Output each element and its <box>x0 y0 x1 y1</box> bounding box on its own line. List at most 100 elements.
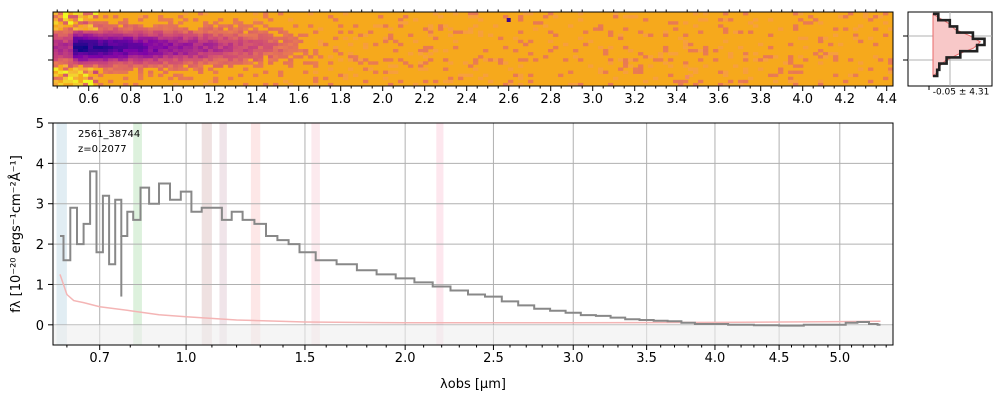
heatmap-pixel <box>163 42 169 47</box>
heatmap-pixel <box>638 67 644 71</box>
heatmap-pixel <box>233 18 239 22</box>
heatmap-pixel <box>328 82 334 87</box>
heatmap-pixel <box>348 30 354 34</box>
heatmap-pixel <box>468 15 474 19</box>
heatmap-pixel <box>343 36 349 41</box>
heatmap-pixel <box>498 58 504 62</box>
heatmap-pixel <box>323 76 329 81</box>
heatmap-pixel <box>168 42 174 47</box>
heatmap-pixel <box>553 33 559 37</box>
heatmap-pixel <box>533 58 539 62</box>
heatmap-pixel <box>158 52 164 56</box>
heatmap-pixel <box>503 45 509 50</box>
heatmap-pixel <box>693 24 699 28</box>
heatmap-pixel <box>98 21 104 25</box>
heatmap-pixel <box>293 39 299 44</box>
heatmap-pixel <box>358 58 364 62</box>
heatmap-pixel <box>448 33 454 37</box>
heatmap-pixel <box>758 42 764 47</box>
heatmap-pixel <box>78 49 84 53</box>
heatmap-pixel <box>133 61 139 65</box>
heatmap-pixel <box>148 73 154 78</box>
heatmap-pixel <box>878 15 884 19</box>
heatmap-pixel <box>663 33 669 37</box>
spectrum-1d-frame <box>52 122 894 346</box>
y-tick-label: 4 <box>36 157 44 172</box>
heatmap-pixel <box>133 24 139 28</box>
heatmap-pixel <box>263 36 269 41</box>
heatmap-pixel <box>93 64 99 68</box>
heatmap-pixel <box>108 24 114 28</box>
heatmap-pixel <box>58 70 64 74</box>
heatmap-pixel <box>138 67 144 71</box>
heatmap-pixel <box>108 30 114 34</box>
heatmap-pixel <box>268 55 274 59</box>
heatmap-pixel <box>238 42 244 47</box>
heatmap-pixel <box>613 76 619 81</box>
heatmap-pixel <box>98 55 104 59</box>
heatmap-pixel <box>518 18 524 22</box>
heatmap-pixel <box>138 73 144 78</box>
heatmap-pixel <box>213 79 219 84</box>
heatmap-pixel <box>788 76 794 81</box>
heatmap-pixel <box>678 82 684 87</box>
heatmap-pixel <box>213 52 219 56</box>
heatmap-pixel <box>698 58 704 62</box>
heatmap-pixel <box>283 33 289 37</box>
heatmap-pixel <box>278 27 284 31</box>
heatmap-pixel <box>233 58 239 62</box>
heatmap-pixel <box>193 64 199 68</box>
heatmap-pixel <box>668 73 674 78</box>
heatmap-pixel <box>443 67 449 71</box>
heatmap-pixel <box>133 45 139 50</box>
heatmap-pixel <box>793 82 799 87</box>
heatmap-pixel <box>258 21 264 25</box>
heatmap-pixel <box>228 39 234 44</box>
heatmap-pixel <box>268 42 274 47</box>
heatmap-pixel <box>153 61 159 65</box>
heatmap-pixel <box>283 42 289 47</box>
heatmap-pixel <box>183 61 189 65</box>
heatmap-pixel <box>203 42 209 47</box>
heatmap-pixel <box>123 61 129 65</box>
x-tick-label: 1.2 <box>204 92 225 107</box>
heatmap-pixel <box>793 79 799 84</box>
heatmap-pixel <box>133 55 139 59</box>
heatmap-pixel <box>203 30 209 34</box>
heatmap-pixel <box>453 30 459 34</box>
heatmap-pixel <box>68 27 74 31</box>
heatmap-pixel <box>78 27 84 31</box>
heatmap-pixel <box>628 15 634 19</box>
heatmap-pixel <box>248 33 254 37</box>
heatmap-pixel <box>238 27 244 31</box>
heatmap-pixel <box>208 55 214 59</box>
heatmap-pixel <box>733 30 739 34</box>
heatmap-pixel <box>148 61 154 65</box>
heatmap-pixel <box>183 36 189 41</box>
profile-annotation: -0.05 ± 4.31 <box>933 88 990 98</box>
heatmap-pixel <box>583 42 589 47</box>
heatmap-pixel <box>613 12 619 16</box>
heatmap-pixel <box>143 49 149 53</box>
spectrum-2d-panel: 0.6 0.8 1.0 1.2 1.4 1.6 1.8 2.0 2.2 2.4 2.6 2.8 3.0 3… <box>48 9 897 107</box>
heatmap-pixel <box>258 39 264 44</box>
heatmap-pixel <box>888 70 894 74</box>
heatmap-pixel <box>78 18 84 22</box>
heatmap-pixel <box>88 30 94 34</box>
line-region-band <box>436 123 444 345</box>
heatmap-pixel <box>158 24 164 28</box>
heatmap-pixel <box>83 49 89 53</box>
heatmap-pixel <box>133 58 139 62</box>
heatmap-pixel <box>73 36 79 41</box>
heatmap-pixel <box>818 79 824 84</box>
heatmap-pixel <box>118 67 124 71</box>
heatmap-pixel <box>78 21 84 25</box>
heatmap-pixel <box>253 55 259 59</box>
line-region-band <box>201 123 212 345</box>
heatmap-pixel <box>253 27 259 31</box>
heatmap-pixel <box>223 55 229 59</box>
heatmap-pixel <box>748 76 754 81</box>
heatmap-pixel <box>68 58 74 62</box>
heatmap-pixel <box>203 61 209 65</box>
heatmap-pixel <box>123 21 129 25</box>
